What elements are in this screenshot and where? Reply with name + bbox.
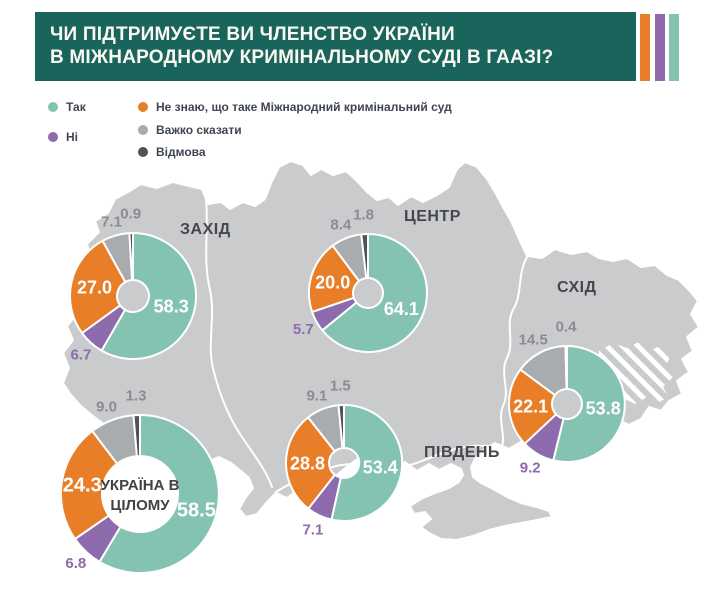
slice-відмова — [360, 233, 369, 280]
legend-item-yes: Так — [48, 100, 86, 114]
slice-так — [321, 233, 429, 353]
legend-item-hard-to-say: Важко сказати — [138, 123, 242, 137]
value-label: 9.1 — [306, 387, 327, 404]
value-label: 27.0 — [77, 278, 112, 298]
slice-так — [98, 414, 220, 574]
legend-item-refusal: Відмова — [138, 145, 206, 159]
value-label: 0.4 — [556, 318, 578, 335]
legend-label-hard-to-say: Важко сказати — [156, 123, 242, 137]
accent-bar-purple — [655, 14, 665, 81]
value-label: 28.8 — [290, 453, 325, 473]
slice-так — [330, 403, 404, 522]
value-label: 58.3 — [154, 297, 189, 317]
value-label: 1.5 — [330, 377, 351, 394]
slice-не-знаю — [69, 239, 127, 334]
legend-swatch-dont-know — [138, 102, 148, 112]
donut-2-центр: 64.1 5.7 20.0 8.41.8 — [293, 206, 429, 353]
donut-charts-layer: 58.36.727.07.10.964.15.720.08.41.853.89.… — [59, 205, 626, 574]
slice-не-знаю — [59, 430, 119, 540]
legend-label-refusal: Відмова — [156, 145, 206, 159]
value-label: 9.0 — [96, 398, 117, 415]
slice-відмова — [337, 404, 345, 450]
value-label: 14.5 — [519, 332, 548, 349]
legend-swatch-yes — [48, 102, 58, 112]
region-label-ukraine-overall: УКРАЇНА В ЦІЛОМУ — [100, 477, 180, 514]
slice-не-знаю — [307, 244, 360, 313]
value-label: 22.1 — [513, 397, 548, 417]
slice-відмова — [132, 414, 141, 458]
value-label: 24.3 — [63, 475, 102, 497]
legend-label-no: Ні — [66, 130, 78, 144]
donut-5-україна-в-цілому: 58.5 6.8 24.3 9.0 1.3 — [59, 387, 220, 574]
slice-не-знаю — [285, 416, 336, 510]
legend-label-yes: Так — [66, 100, 86, 114]
region-label-east: СХІД — [557, 279, 597, 296]
value-label: 0.9 — [120, 205, 141, 222]
value-label: 64.1 — [384, 299, 419, 319]
legend-label-dont-know: Не знаю, що таке Міжнародний кримінальни… — [156, 100, 452, 114]
slice-так — [100, 232, 198, 360]
slice-відмова — [128, 231, 134, 281]
value-label: 7.1 — [302, 521, 323, 538]
value-label: 58.5 — [177, 500, 216, 522]
value-label: 20.0 — [315, 272, 350, 292]
region-divider-center-east — [500, 256, 528, 450]
region-label-west: ЗАХІД — [180, 221, 231, 238]
region-label-center: ЦЕНТР — [404, 208, 461, 225]
legend-swatch-hard-to-say — [138, 125, 148, 135]
value-label: 53.4 — [363, 457, 398, 477]
title-banner: ЧИ ПІДТРИМУЄТЕ ВИ ЧЛЕНСТВО УКРАЇНИ В МІЖ… — [35, 12, 636, 81]
value-label: 6.8 — [65, 555, 86, 572]
slice-так — [552, 345, 626, 463]
legend-swatch-no — [48, 132, 58, 142]
donut-3-схід: 53.8 9.2 22.1 14.5 0.4 — [507, 318, 626, 476]
value-label: 8.4 — [330, 216, 352, 233]
value-label: 6.7 — [70, 346, 91, 363]
value-label: 9.2 — [520, 459, 541, 476]
value-label: 1.8 — [353, 206, 374, 223]
slice-відмова — [564, 344, 568, 390]
legend-item-no: Ні — [48, 130, 78, 144]
region-label-south: ПІВДЕНЬ — [424, 444, 500, 461]
value-label: 1.3 — [126, 387, 147, 404]
accent-bar-teal — [669, 14, 679, 81]
value-label: 7.1 — [101, 213, 122, 230]
value-label: 5.7 — [293, 321, 314, 338]
page-title-line1: ЧИ ПІДТРИМУЄТЕ ВИ ЧЛЕНСТВО УКРАЇНИ — [50, 24, 455, 45]
donut-1-захід: 58.3 6.7 27.0 7.10.9 — [69, 205, 198, 363]
value-label: 53.8 — [586, 399, 621, 419]
page-title-line2: В МІЖНАРОДНОМУ КРИМІНАЛЬНОМУ СУДІ В ГААЗ… — [50, 47, 554, 68]
legend-swatch-refusal — [138, 147, 148, 157]
legend-item-dont-know: Не знаю, що таке Міжнародний кримінальни… — [138, 100, 452, 114]
accent-bar-orange — [640, 14, 650, 81]
donut-4-південь: 53.4 7.1 28.8 9.11.5 — [285, 377, 404, 538]
region-divider-west-center — [204, 190, 273, 488]
